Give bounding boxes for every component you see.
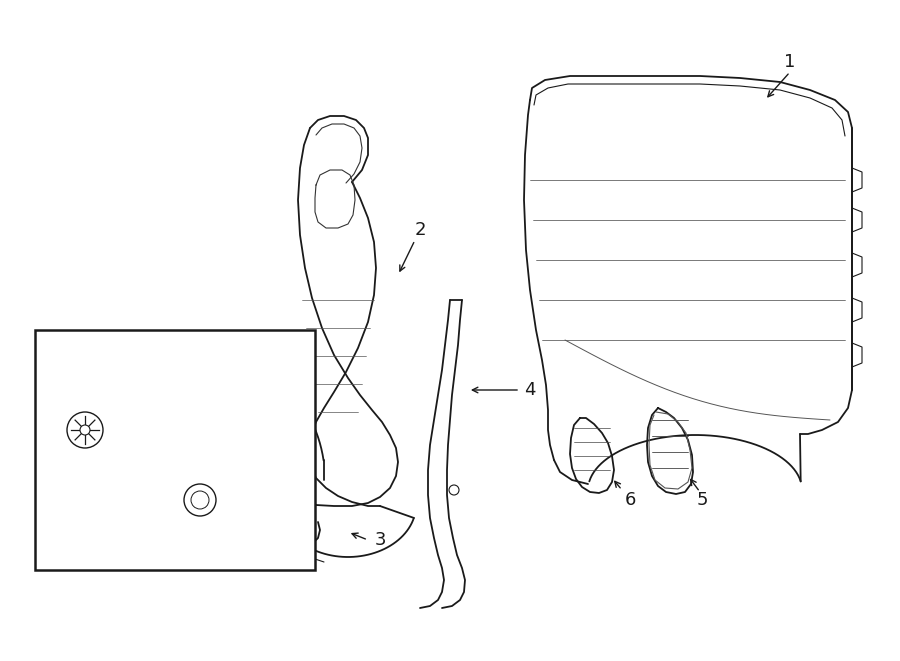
Text: 4: 4	[524, 381, 536, 399]
Text: 2: 2	[414, 221, 426, 239]
Text: 9: 9	[76, 471, 88, 489]
Text: 10: 10	[112, 541, 131, 555]
Text: 6: 6	[625, 491, 635, 509]
Bar	[35, 330, 315, 570]
Circle shape	[67, 412, 103, 448]
Circle shape	[184, 484, 216, 516]
Circle shape	[191, 491, 209, 509]
Circle shape	[80, 425, 90, 435]
Text: 5: 5	[697, 491, 707, 509]
Text: 8: 8	[193, 539, 203, 557]
Text: 7: 7	[302, 436, 314, 454]
Text: 1: 1	[784, 53, 796, 71]
Text: 3: 3	[374, 531, 386, 549]
